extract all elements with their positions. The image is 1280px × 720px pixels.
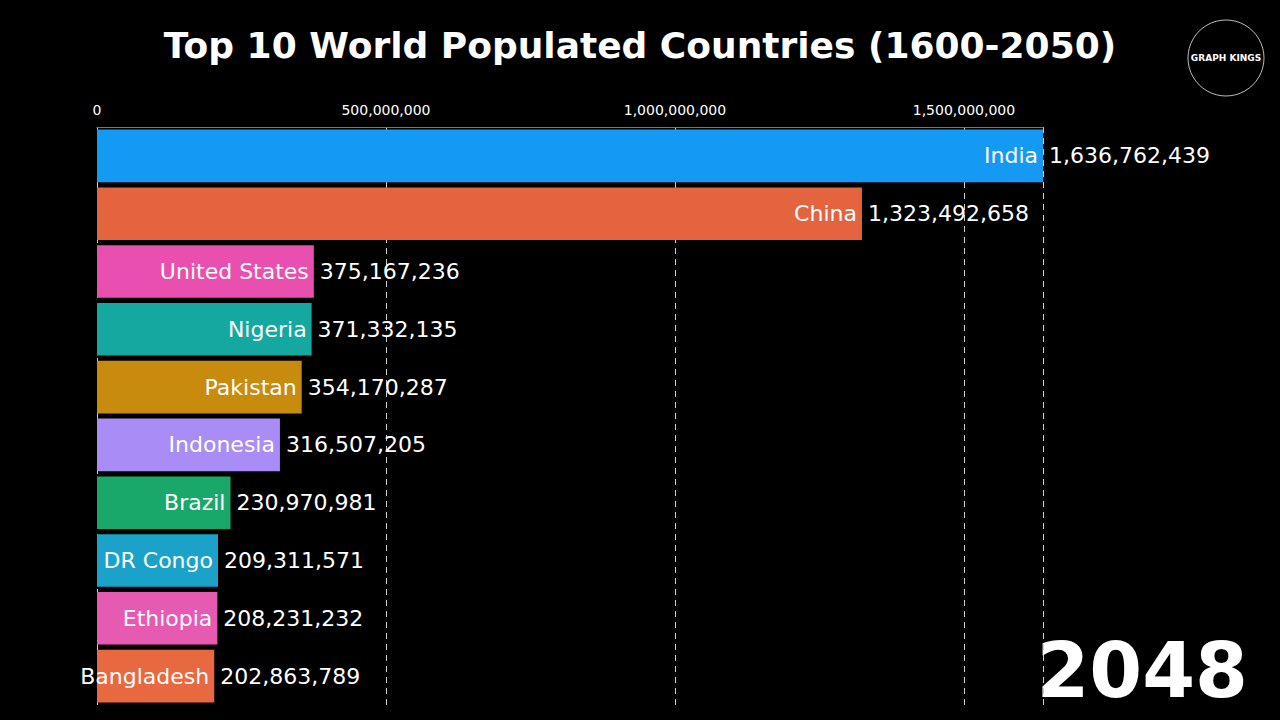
svg-text:1,000,000,000: 1,000,000,000 bbox=[624, 102, 726, 118]
svg-text:2048: 2048 bbox=[1036, 626, 1248, 715]
svg-text:500,000,000: 500,000,000 bbox=[341, 102, 430, 118]
svg-text:Ethiopia: Ethiopia bbox=[123, 606, 213, 631]
svg-text:209,311,571: 209,311,571 bbox=[224, 548, 364, 573]
svg-text:208,231,232: 208,231,232 bbox=[223, 606, 363, 631]
svg-text:371,332,135: 371,332,135 bbox=[318, 317, 458, 342]
svg-text:Nigeria: Nigeria bbox=[228, 317, 307, 342]
svg-text:375,167,236: 375,167,236 bbox=[320, 259, 460, 284]
svg-text:0: 0 bbox=[93, 102, 102, 118]
svg-text:354,170,287: 354,170,287 bbox=[308, 375, 448, 400]
svg-text:Bangladesh: Bangladesh bbox=[80, 664, 209, 689]
svg-text:China: China bbox=[794, 201, 857, 226]
svg-text:Indonesia: Indonesia bbox=[169, 432, 275, 457]
svg-text:Top 10 World Populated Countri: Top 10 World Populated Countries (1600-2… bbox=[164, 25, 1116, 66]
svg-text:India: India bbox=[984, 143, 1038, 168]
svg-text:United States: United States bbox=[160, 259, 309, 284]
svg-text:316,507,205: 316,507,205 bbox=[286, 432, 426, 457]
svg-text:Brazil: Brazil bbox=[164, 490, 225, 515]
svg-text:230,970,981: 230,970,981 bbox=[236, 490, 376, 515]
svg-text:Pakistan: Pakistan bbox=[205, 375, 297, 400]
svg-text:1,636,762,439: 1,636,762,439 bbox=[1049, 143, 1210, 168]
svg-text:1,323,492,658: 1,323,492,658 bbox=[868, 201, 1029, 226]
svg-text:1,500,000,000: 1,500,000,000 bbox=[913, 102, 1015, 118]
svg-text:202,863,789: 202,863,789 bbox=[220, 664, 360, 689]
svg-text:DR Congo: DR Congo bbox=[104, 548, 213, 573]
svg-text:GRAPH KINGS: GRAPH KINGS bbox=[1191, 53, 1261, 63]
